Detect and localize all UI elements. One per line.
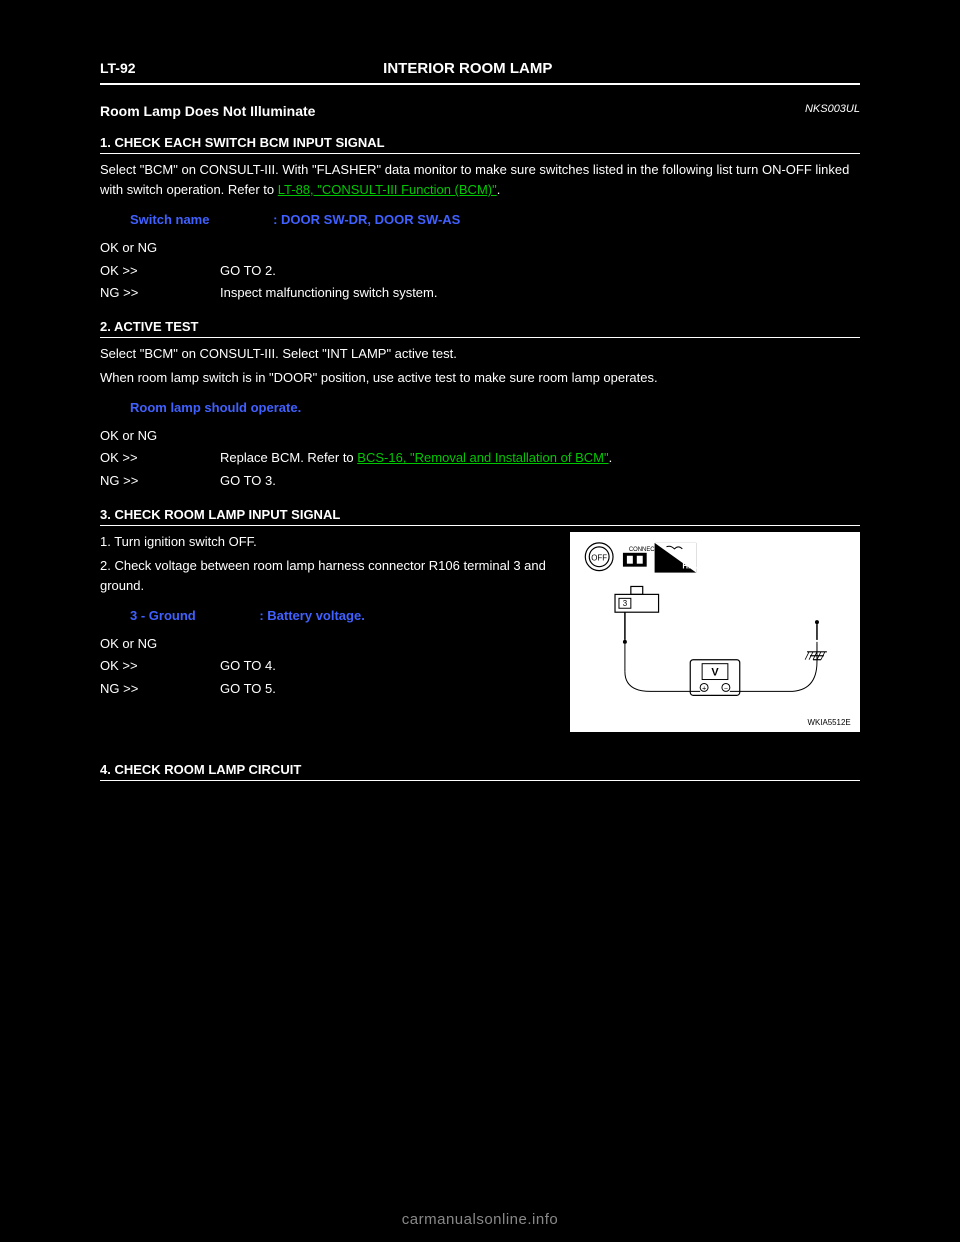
step2-heading: 2. ACTIVE TEST	[100, 319, 860, 338]
step3-ng-label: NG >>	[100, 679, 220, 699]
section-title: Room Lamp Does Not Illuminate NKS003UL	[100, 103, 860, 119]
step1-ng: Inspect malfunctioning switch system.	[220, 283, 437, 303]
page-number: LT-92	[100, 60, 136, 76]
svg-text:CONNECT: CONNECT	[629, 547, 659, 553]
step2-result: Room lamp should operate.	[130, 398, 860, 418]
step3-ng: GO TO 5.	[220, 679, 276, 699]
step1-result-value: : DOOR SW-DR, DOOR SW-AS	[273, 212, 460, 227]
doc-id: NKS003UL	[805, 103, 860, 115]
step2-ok-pre: Replace BCM. Refer to	[220, 450, 357, 465]
section-title-text: Room Lamp Does Not Illuminate	[100, 103, 315, 119]
header-rule	[100, 83, 860, 85]
footer-watermark: carmanualsonline.info	[0, 1211, 960, 1228]
step4-heading: 4. CHECK ROOM LAMP CIRCUIT	[100, 762, 860, 781]
step3-ok: GO TO 4.	[220, 656, 276, 676]
step1-ng-label: NG >>	[100, 283, 220, 303]
step3-measure-right: : Battery voltage.	[259, 608, 364, 623]
svg-text:V: V	[711, 666, 719, 678]
step1-result-label: Switch name	[130, 212, 209, 227]
svg-text:H.S.: H.S.	[682, 561, 697, 570]
step2-ok-label: OK >>	[100, 448, 220, 468]
wiring-diagram: OFF CONNECT H.S. 3	[570, 532, 860, 732]
svg-text:+: +	[702, 685, 706, 692]
step1-para: Select "BCM" on CONSULT-III. With "FLASH…	[100, 160, 860, 200]
step2-okng: OK or NG OK >>Replace BCM. Refer to BCS-…	[100, 426, 860, 490]
step1-link[interactable]: LT-88, "CONSULT-III Function (BCM)"	[278, 182, 497, 197]
step2-line1: Select "BCM" on CONSULT-III. Select "INT…	[100, 344, 860, 364]
step1-okng: OK or NG OK >>GO TO 2. NG >>Inspect malf…	[100, 238, 860, 302]
step1-ok-label: OK >>	[100, 261, 220, 281]
step1-heading: 1. CHECK EACH SWITCH BCM INPUT SIGNAL	[100, 135, 860, 154]
step3-ok-label: OK >>	[100, 656, 220, 676]
step2-ok-link[interactable]: BCS-16, "Removal and Installation of BCM…	[357, 450, 608, 465]
diagram-label: WKIA5512E	[808, 718, 851, 727]
ok-label2: OK or NG	[100, 426, 220, 446]
ok-label3: OK or NG	[100, 634, 220, 654]
step2-ng: GO TO 3.	[220, 471, 276, 491]
step2-ok: Replace BCM. Refer to BCS-16, "Removal a…	[220, 448, 612, 468]
step1-text-post: .	[497, 182, 501, 197]
step2-ng-label: NG >>	[100, 471, 220, 491]
ok-label: OK or NG	[100, 238, 220, 258]
svg-text:OFF: OFF	[591, 553, 607, 562]
doc-title: INTERIOR ROOM LAMP	[136, 60, 800, 77]
step2-ok-post: .	[609, 450, 613, 465]
step3-measure-left: 3 - Ground	[130, 608, 196, 623]
step1-result: Switch name : DOOR SW-DR, DOOR SW-AS	[130, 210, 860, 230]
svg-text:−: −	[724, 685, 728, 692]
step1-ok: GO TO 2.	[220, 261, 276, 281]
svg-text:3: 3	[623, 599, 628, 608]
step2-line2: When room lamp switch is in "DOOR" posit…	[100, 368, 860, 388]
step3-heading: 3. CHECK ROOM LAMP INPUT SIGNAL	[100, 507, 860, 526]
